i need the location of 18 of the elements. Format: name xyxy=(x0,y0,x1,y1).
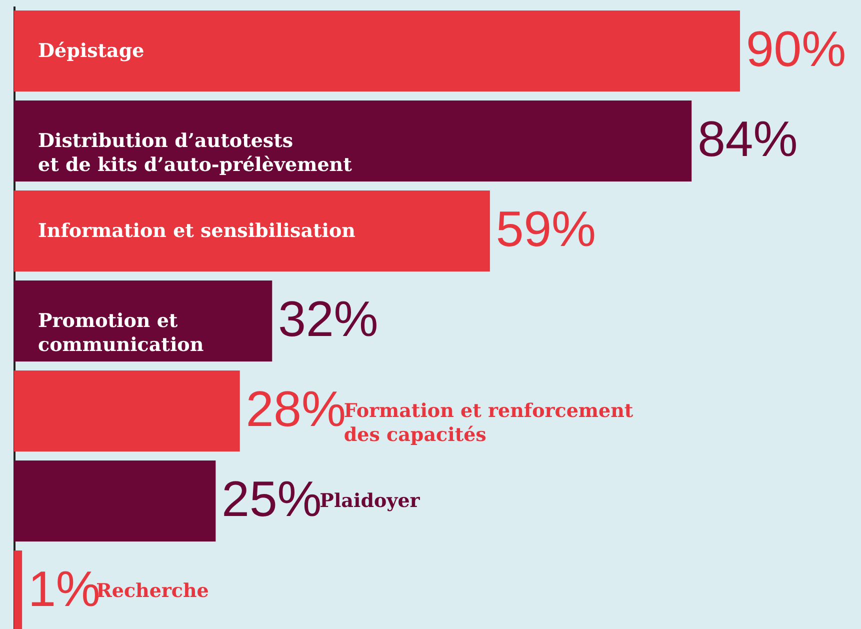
data-label: 84% xyxy=(698,111,798,167)
data-label: 25% xyxy=(222,471,322,527)
bar xyxy=(14,190,490,272)
y-tick-label: Formation et renforcement des capacités xyxy=(344,400,634,446)
bar xyxy=(14,280,272,362)
data-label: 90% xyxy=(746,21,846,77)
y-tick-label: Promotion et communication xyxy=(38,310,204,356)
y-tick-label: Dépistage xyxy=(38,40,144,62)
data-label: 59% xyxy=(496,201,596,257)
y-tick-label: Plaidoyer xyxy=(320,490,421,512)
bar xyxy=(14,370,240,452)
bar xyxy=(14,460,216,542)
data-label: 28% xyxy=(246,381,346,437)
bar xyxy=(14,10,740,92)
y-tick-label: Information et sensibilisation xyxy=(38,220,356,242)
data-label: 32% xyxy=(278,291,378,347)
y-tick-label: Distribution d’autotests et de kits d’auto-prélèvement xyxy=(38,130,352,176)
bar xyxy=(14,100,692,182)
